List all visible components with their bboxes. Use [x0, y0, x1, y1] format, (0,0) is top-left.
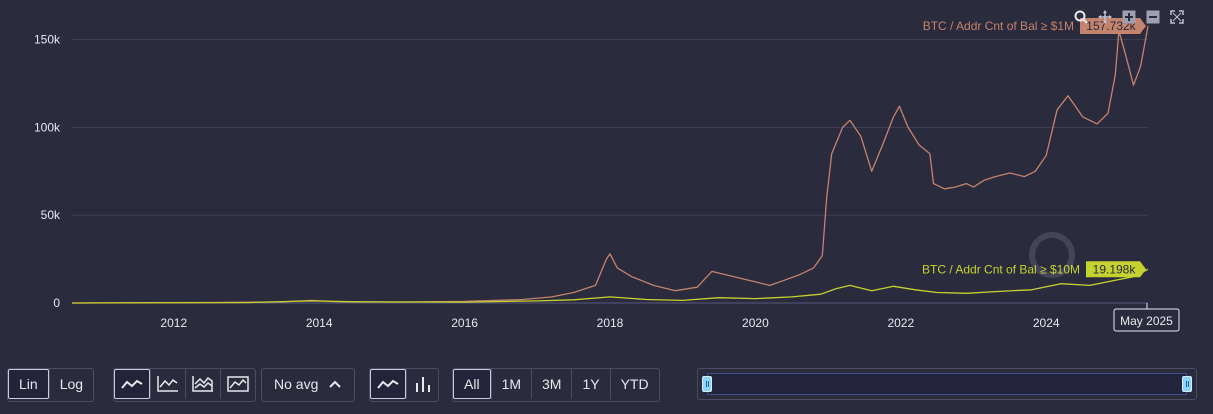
- series-line-1: [71, 268, 1149, 304]
- last-value-badge: [1086, 261, 1146, 278]
- lin-scale-button[interactable]: Lin: [8, 369, 49, 399]
- range-1m-button[interactable]: 1M: [490, 369, 531, 399]
- y-tick-label: 50k: [41, 208, 61, 222]
- line-series-button[interactable]: [370, 369, 406, 399]
- bar-icon: [415, 377, 430, 392]
- navigator-selection[interactable]: [707, 373, 1187, 395]
- line-icon: [377, 379, 399, 389]
- y-tick-label: 150k: [34, 33, 61, 47]
- y-axis: 0 50k 100k 150k: [34, 33, 61, 310]
- line-icon: [121, 379, 143, 389]
- range-1y-button[interactable]: 1Y: [571, 369, 609, 399]
- zoom-icon[interactable]: [1073, 9, 1089, 25]
- chevron-up-icon: [329, 380, 342, 388]
- y-tick-label: 100k: [34, 120, 61, 134]
- series-name-label: BTC / Addr Cnt of Bal ≥ $10M: [922, 262, 1080, 276]
- last-value-text: 19.198k: [1093, 262, 1137, 276]
- x-tick-label: 2016: [451, 316, 478, 330]
- scale-toggle: Lin Log: [7, 368, 95, 402]
- watermark-logo: [1029, 232, 1075, 278]
- line-axis-icon: [157, 376, 178, 392]
- average-select-label: No avg: [274, 376, 319, 392]
- series-type-group: [369, 368, 439, 402]
- navigator-left-handle[interactable]: [702, 376, 712, 392]
- x-axis: 2012 2014 2016 2018 2020 2022 2024: [72, 302, 1148, 330]
- bar-series-button[interactable]: [406, 369, 438, 399]
- series-line-0: [71, 25, 1149, 304]
- range-selector: All 1M 3M 1Y YTD: [452, 368, 660, 402]
- fullscreen-icon[interactable]: [1169, 9, 1185, 25]
- area-chart-button[interactable]: [220, 369, 255, 399]
- range-3m-button[interactable]: 3M: [531, 369, 571, 399]
- range-ytd-button[interactable]: YTD: [609, 369, 659, 399]
- x-tick-label: 2018: [597, 316, 624, 330]
- average-select[interactable]: No avg: [261, 368, 356, 402]
- series-lines: [71, 25, 1149, 304]
- chart-area: 0 50k 100k 150k 2012 2014 2016 2018 2020 2022 202…: [34, 17, 1180, 332]
- y-tick-label: 0: [53, 296, 60, 310]
- x-tick-label: 2024: [1033, 316, 1060, 330]
- average-select-button[interactable]: No avg: [262, 369, 354, 399]
- navigator-right-handle[interactable]: [1182, 376, 1192, 392]
- stacked-area-chart-button[interactable]: [185, 369, 220, 399]
- zoom-out-icon[interactable]: [1145, 9, 1161, 25]
- series-name-label: BTC / Addr Cnt of Bal ≥ $1M: [923, 19, 1074, 33]
- zoom-in-icon[interactable]: [1121, 9, 1137, 25]
- line-axis-chart-button[interactable]: [150, 369, 185, 399]
- area-stack-icon: [192, 376, 213, 392]
- chart-type-group: [113, 368, 256, 402]
- line-chart-button[interactable]: [114, 369, 150, 399]
- x-tick-label: 2014: [306, 316, 333, 330]
- crosshair-date-label: May 2025: [1120, 314, 1173, 328]
- x-tick-label: 2020: [742, 316, 769, 330]
- range-navigator[interactable]: [697, 368, 1197, 400]
- chart-top-toolbar: [1073, 9, 1185, 25]
- area-icon: [227, 376, 249, 392]
- x-tick-label: 2022: [887, 316, 914, 330]
- pan-icon[interactable]: [1097, 9, 1113, 25]
- range-all-button[interactable]: All: [453, 369, 491, 399]
- log-scale-button[interactable]: Log: [48, 369, 93, 399]
- x-tick-label: 2012: [160, 316, 187, 330]
- crosshair-label-box: [1113, 308, 1180, 332]
- grid-lines: [72, 39, 1148, 216]
